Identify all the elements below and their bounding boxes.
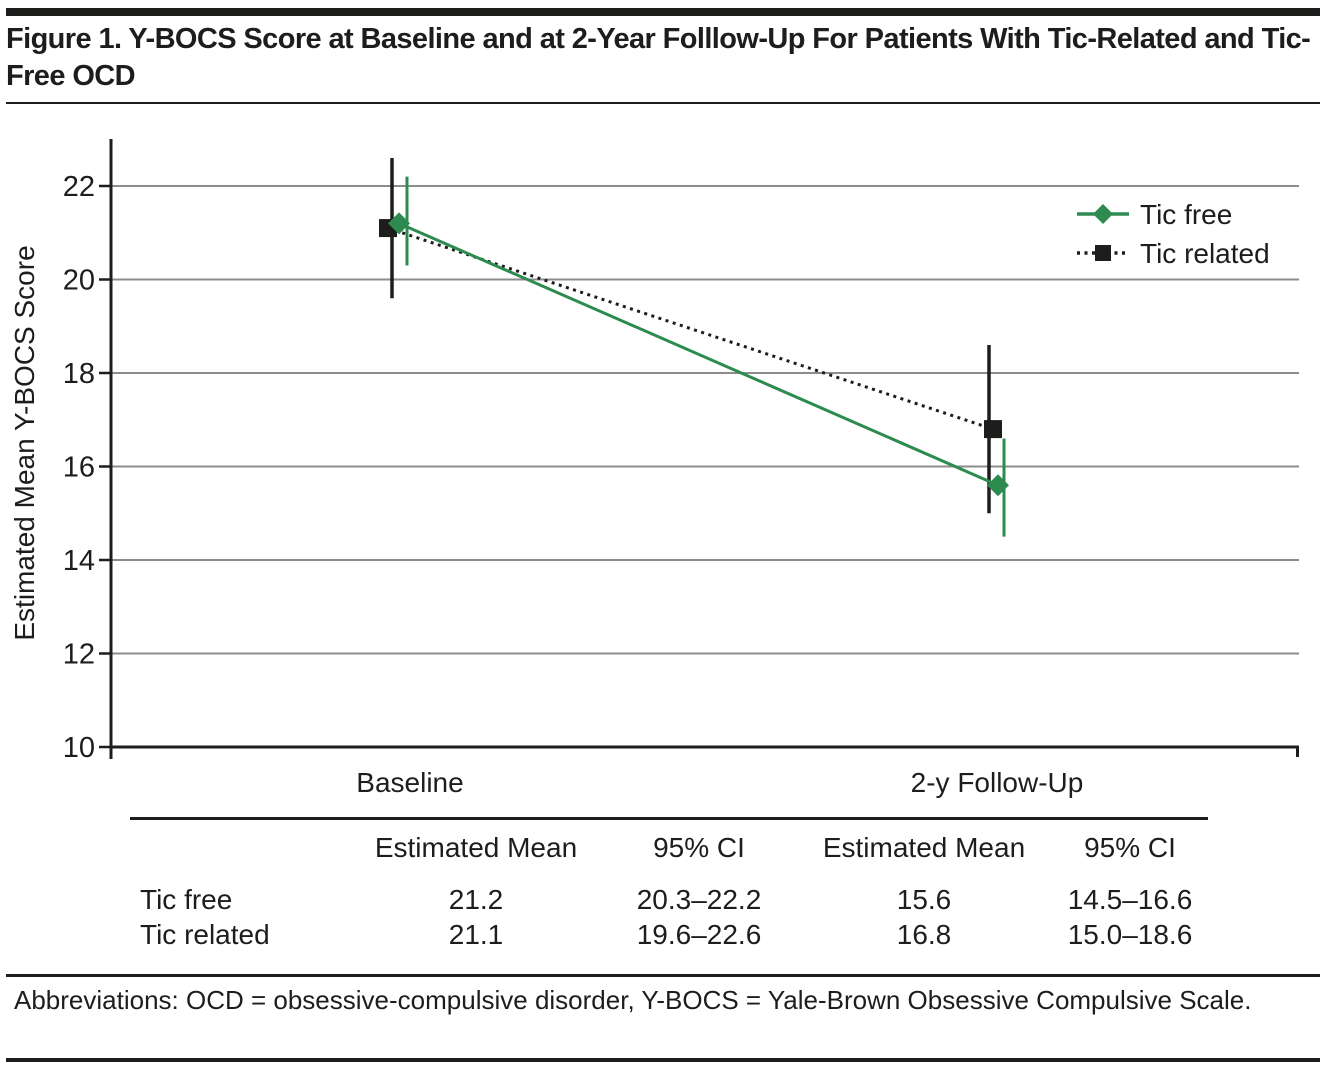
table-header-estimated-mean-baseline: Estimated Mean	[374, 832, 578, 863]
y-tick-label: 10	[63, 732, 95, 764]
table-header-ci-baseline: 95% CI	[653, 832, 745, 863]
y-axis-title: Estimated Mean Y-BOCS Score	[9, 245, 40, 640]
marker-diamond	[987, 474, 1009, 497]
y-tick-label: 22	[63, 171, 95, 203]
table-cell: 15.6	[896, 884, 952, 915]
bottom-rule	[6, 1058, 1320, 1062]
legend-label: Tic free	[1140, 199, 1232, 230]
abbreviations-footnote: Abbreviations: OCD = obsessive-compulsiv…	[14, 985, 1252, 1015]
x-category-label: Baseline	[356, 767, 463, 798]
legend-marker-diamond	[1093, 204, 1113, 224]
table-header-ci-followup: 95% CI	[1084, 832, 1176, 863]
legend-marker-square	[1095, 245, 1111, 261]
table-header-estimated-mean-followup: Estimated Mean	[822, 832, 1026, 863]
table-top-rule	[130, 817, 1208, 820]
y-tick-label: 12	[63, 639, 95, 671]
chart-canvas: 10 12 14 16 18 20 22 Estimated Mean Y-BOCS Scor…	[9, 139, 1299, 798]
y-tick-label: 20	[63, 265, 95, 297]
x-category-label: 2-y Follow-Up	[911, 767, 1084, 798]
title-divider	[6, 102, 1320, 104]
table-row-label-tic-free: Tic free	[140, 884, 233, 915]
footnote-top-rule	[6, 974, 1320, 977]
legend-label: Tic related	[1140, 238, 1270, 269]
table-cell: 19.6–22.6	[636, 919, 762, 950]
figure-title: Figure 1. Y-BOCS Score at Baseline and a…	[6, 23, 1311, 92]
table-row-label-tic-related: Tic related	[140, 919, 270, 950]
marker-square	[984, 420, 1002, 439]
table-cell: 16.8	[896, 919, 952, 950]
y-tick-label: 16	[63, 452, 95, 484]
top-bar	[6, 8, 1320, 16]
y-tick-label: 14	[63, 545, 95, 577]
table-cell: 21.1	[448, 919, 504, 950]
y-tick-label: 18	[63, 358, 95, 390]
table-cell: 14.5–16.6	[1067, 884, 1193, 915]
table-cell: 20.3–22.2	[636, 884, 762, 915]
table-cell: 15.0–18.6	[1067, 919, 1193, 950]
table-cell: 21.2	[448, 884, 504, 915]
series-line-diamond	[398, 222, 999, 487]
marker-diamond	[388, 212, 410, 235]
